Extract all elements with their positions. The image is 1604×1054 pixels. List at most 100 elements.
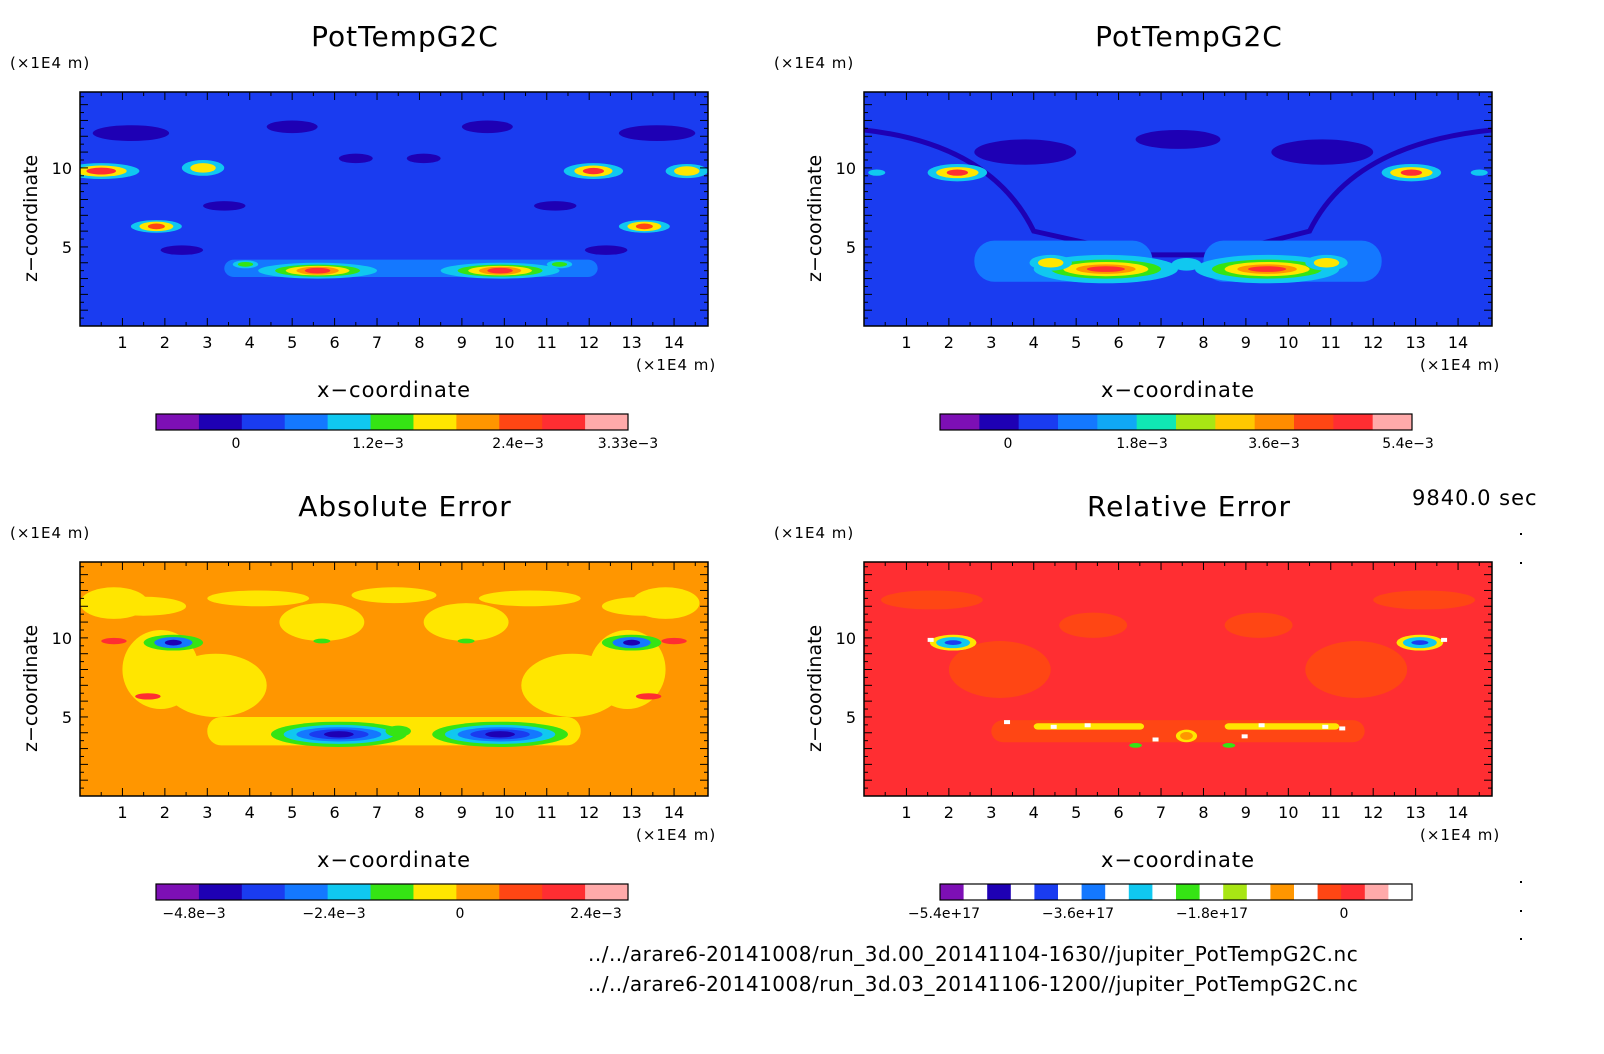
contour-region (618, 125, 696, 142)
contour-region (584, 245, 628, 255)
heatmap-field (864, 92, 1492, 326)
contour-region (423, 603, 509, 642)
colorbar-swatch (1176, 884, 1201, 900)
x-tick-label: 7 (372, 333, 382, 352)
x-tick-label: 10 (494, 333, 514, 352)
plot-frame (863, 91, 1493, 327)
contour-region (1224, 723, 1340, 730)
x-tick-label: 3 (986, 803, 996, 822)
colorbar-swatch (370, 414, 414, 430)
colorbar-swatch (1097, 414, 1138, 430)
contour-region (1050, 724, 1057, 729)
contour-region (1322, 724, 1329, 729)
panel-title: Absolute Error (298, 490, 512, 523)
x-tick-label: 6 (330, 333, 340, 352)
contour-region (1271, 139, 1374, 165)
contour-region (266, 120, 318, 134)
contour-region (313, 638, 331, 644)
heatmap-field (80, 92, 708, 326)
plot-frame (79, 561, 709, 797)
x-tick-label: 1 (117, 803, 127, 822)
colorbar-swatch (1152, 884, 1177, 900)
contour-region (1129, 743, 1142, 748)
colorbar-swatch (499, 884, 543, 900)
contour-region (1400, 169, 1422, 176)
x-tick-label: 12 (1363, 333, 1383, 352)
colorbar-swatch (241, 884, 286, 900)
x-unit-label: (×1E4 m) (636, 826, 717, 844)
x-tick-label: 2 (944, 803, 954, 822)
colorbar-frame (939, 883, 1413, 901)
colorbar-swatch (241, 414, 286, 430)
x-tick-label: 1 (901, 803, 911, 822)
panel-title: PotTempG2C (311, 20, 499, 53)
z-unit-label: (×1E4 m) (10, 54, 91, 72)
colorbar-swatch (940, 884, 965, 900)
contour-region (487, 267, 513, 274)
x-tick-label: 1 (117, 333, 127, 352)
colorbar-swatch (1018, 414, 1059, 430)
contour-region (1258, 723, 1265, 728)
marker-dot (1520, 881, 1522, 883)
x-tick-label: 7 (372, 803, 382, 822)
colorbar-frame (939, 413, 1413, 431)
plot-frame (863, 561, 1493, 797)
x-tick-label: 10 (1278, 333, 1298, 352)
contour-region (944, 640, 962, 646)
colorbar-swatch (542, 414, 586, 430)
colorbar-tick-label: 1.8e−3 (1116, 436, 1168, 452)
x-tick-label: 3 (202, 333, 212, 352)
marker-dot (1520, 938, 1522, 940)
plot-frame (79, 91, 709, 327)
contour-region (1313, 258, 1340, 268)
time-label: 9840.0 sec (1412, 486, 1538, 510)
contour-region (164, 653, 267, 717)
colorbar-swatch (1246, 884, 1271, 900)
contour-region (160, 245, 204, 255)
contour-region (1305, 641, 1408, 698)
contour-region (1086, 266, 1125, 272)
colorbar-tick-label: −2.4e−3 (302, 906, 366, 922)
colorbar-swatch (1341, 884, 1366, 900)
colorbar-swatch (1199, 884, 1224, 900)
contour-region (582, 167, 605, 175)
colorbar-tick-label: 0 (455, 906, 465, 922)
x-tick-label: 5 (287, 803, 297, 822)
colorbar (939, 413, 1413, 431)
contour-region (927, 637, 934, 642)
x-tick-label: 9 (1241, 333, 1251, 352)
contour-region (1004, 720, 1011, 725)
colorbar-swatch (963, 884, 988, 900)
x-tick-label: 14 (664, 333, 684, 352)
x-tick-label: 9 (457, 803, 467, 822)
contour-region (674, 166, 700, 176)
x-tick-label: 11 (537, 333, 557, 352)
contour-region (338, 153, 373, 164)
x-tick-label: 14 (664, 803, 684, 822)
contour-region (1241, 734, 1248, 739)
colorbar (939, 883, 1413, 901)
contour-region (661, 637, 687, 645)
colorbar-swatch (1010, 884, 1035, 900)
x-tick-label: 12 (1363, 803, 1383, 822)
colorbar-tick-label: 5.4e−3 (1382, 436, 1434, 452)
heatmap-field (864, 562, 1492, 796)
colorbar-swatch (1270, 884, 1295, 900)
contour-region (1224, 612, 1293, 638)
colorbar-swatch (940, 414, 980, 430)
colorbar-swatch (585, 414, 629, 430)
contour-region (101, 596, 187, 616)
contour-region (623, 639, 641, 646)
colorbar-swatch (1333, 414, 1374, 430)
x-unit-label: (×1E4 m) (1420, 356, 1501, 374)
x-tick-label: 12 (579, 803, 599, 822)
contour-region (521, 653, 624, 717)
contour-region (1135, 129, 1221, 149)
contour-region (1084, 723, 1091, 728)
z-tick-label: 5 (846, 708, 856, 727)
x-tick-label: 13 (1405, 803, 1425, 822)
colorbar-tick-label: −1.8e+17 (1175, 906, 1249, 922)
